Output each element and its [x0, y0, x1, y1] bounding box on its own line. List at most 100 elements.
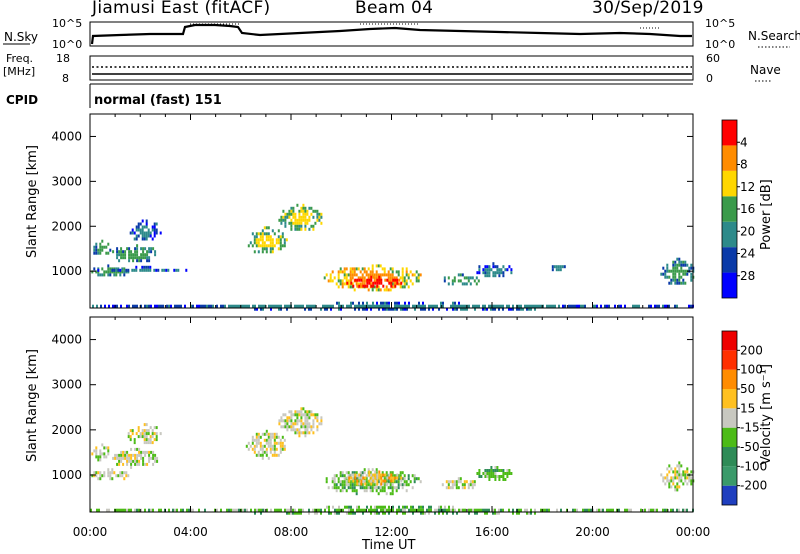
nsearch-tick-top: 10^5 [705, 17, 735, 30]
colorbar-tick-label: -100 [740, 459, 767, 473]
colorbar-tick-label: 4 [740, 135, 748, 149]
echo-region [278, 203, 323, 231]
ytick-label: 2000 [51, 423, 82, 437]
echo-region [112, 244, 157, 263]
freq-panel: Freq. [MHz] 18 8 60 0 Nave [3, 52, 781, 85]
colorbar-swatch [722, 447, 737, 467]
xtick-label: 04:00 [173, 525, 208, 539]
colorbar-swatch [722, 350, 737, 370]
echo-region [112, 447, 159, 469]
colorbar-swatch [722, 408, 737, 428]
echo-region [91, 443, 110, 462]
velocity-panel: 1000 2000 3000 4000 00:00 04:00 08:00 12:00 16:0… [25, 316, 710, 553]
beam-title: Beam 04 [355, 0, 434, 18]
ytick-label: 4000 [51, 129, 82, 143]
echo-region [278, 407, 323, 438]
echo-region [129, 219, 162, 241]
xtick-label: 16:00 [475, 525, 510, 539]
ytick-label: 1000 [51, 264, 82, 278]
colorbar-swatch [722, 272, 737, 298]
colorbar-tick-label: -200 [740, 479, 767, 493]
colorbar-tick-label: 50 [740, 382, 755, 396]
echo-region [476, 466, 513, 481]
cpid-mode: normal (fast) 151 [94, 93, 222, 108]
colorbar-swatch [722, 170, 737, 197]
ytick-label: 3000 [51, 378, 82, 392]
colorbar-tick-label: 24 [740, 247, 755, 261]
nsky-tick-bottom: 10^0 [52, 38, 82, 51]
nsky-tick-top: 10^5 [52, 17, 82, 30]
colorbar-tick-label: -50 [740, 440, 760, 454]
nsky-label: N.Sky [4, 30, 38, 44]
echo-region [660, 461, 695, 492]
colorbar-swatch [722, 369, 737, 389]
nsearch-label: N.Search [748, 29, 800, 43]
echo-region [346, 275, 403, 288]
power-ylabel: Slant Range [km] [25, 145, 40, 258]
colorbar-swatch [722, 331, 737, 351]
nave-label: Nave [750, 63, 781, 77]
colorbar-tick-label: 28 [740, 269, 755, 283]
colorbar-swatch [722, 145, 737, 171]
freq-tick-bottom: 8 [62, 72, 69, 85]
echo-region [245, 429, 286, 460]
echo-region [323, 264, 422, 292]
echo-region [247, 226, 288, 254]
power-axis: 1000 2000 3000 4000 [51, 114, 694, 308]
nave-tick-top: 60 [706, 52, 720, 65]
colorbar-tick-label: 8 [740, 158, 748, 172]
ytick-label: 4000 [51, 333, 82, 347]
colorbar-swatch [722, 466, 737, 486]
colorbar-tick-label: 12 [740, 180, 755, 194]
echo-region [90, 505, 694, 515]
colorbar-swatch [722, 427, 737, 447]
cpid-row: CPID normal (fast) 151 [6, 83, 693, 108]
power-data [91, 203, 695, 311]
echo-region [97, 265, 188, 272]
colorbar-tick-label: 200 [740, 343, 763, 357]
nsearch-tick-bottom: 10^0 [705, 38, 735, 51]
xtick-label: 08:00 [274, 525, 309, 539]
station-title: Jiamusi East (fitACF) [92, 0, 271, 18]
echo-region [93, 239, 112, 255]
colorbar-swatch [722, 247, 737, 273]
echo-region [476, 262, 513, 278]
velocity-ylabel: Slant Range [km] [25, 349, 40, 462]
ytick-label: 2000 [51, 219, 82, 233]
echo-region [91, 468, 130, 481]
colorbar-swatch [722, 120, 737, 146]
freq-label: Freq. [6, 52, 33, 65]
power-colorbar: 4 8 12 16 20 24 28 [721, 119, 755, 299]
colorbar-swatch [722, 485, 737, 505]
freq-unit: [MHz] [3, 65, 35, 78]
date-title: 30/Sep/2019 [592, 0, 704, 18]
colorbar-tick-label: 100 [740, 363, 763, 377]
nave-tick-bottom: 0 [706, 72, 713, 85]
xtick-label: 12:00 [374, 525, 409, 539]
echo-region [127, 423, 162, 445]
colorbar-tick-label: 20 [740, 224, 755, 238]
power-cbar-label: Power [dB] [759, 179, 774, 250]
colorbar-swatch [722, 221, 737, 248]
echo-region [551, 265, 566, 272]
echo-region [346, 470, 403, 486]
time-xlabel: Time UT [361, 538, 415, 553]
xtick-label: 20:00 [575, 525, 610, 539]
colorbar-tick-label: 16 [740, 202, 755, 216]
colorbar-swatch [722, 389, 737, 409]
power-panel: 1000 2000 3000 4000 Slant Range [km] [25, 113, 695, 311]
freq-tick-top: 18 [56, 52, 70, 65]
echo-region [660, 257, 695, 285]
colorbar-tick-label: 15 [740, 401, 755, 415]
nsearch-dots [190, 23, 660, 29]
echo-region [443, 273, 480, 286]
cpid-label: CPID [6, 93, 38, 107]
velocity-colorbar: 200 100 50 15 -15 -50 -100 -200 [721, 330, 767, 506]
nsky-panel: N.Sky 10^5 10^0 10^5 10^0 N.Search [3, 17, 800, 51]
velocity-axis: 1000 2000 3000 4000 00:00 04:00 08:00 12:00 16:0… [51, 317, 710, 539]
xtick-label: 00:00 [676, 525, 711, 539]
echo-region [441, 477, 476, 490]
xtick-label: 00:00 [73, 525, 108, 539]
nsky-trace [90, 23, 692, 45]
